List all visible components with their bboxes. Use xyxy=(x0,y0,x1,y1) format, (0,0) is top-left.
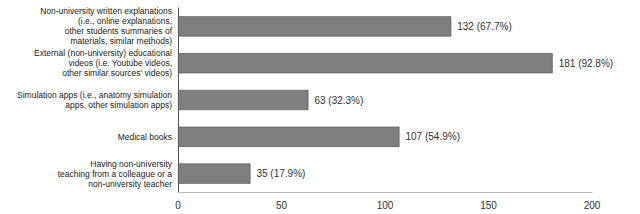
svg-text:External (non-university) educ: External (non-university) educational xyxy=(34,48,172,58)
svg-text:150: 150 xyxy=(480,200,497,211)
svg-text:Medical books: Medical books xyxy=(118,132,172,142)
svg-text:(i.e., online explanations,: (i.e., online explanations, xyxy=(78,16,172,26)
svg-text:Non-university written explana: Non-university written explanations xyxy=(40,6,172,16)
svg-text:apps, other simulation apps): apps, other simulation apps) xyxy=(65,100,172,110)
svg-text:Having non-university: Having non-university xyxy=(90,159,172,169)
svg-text:Simulation apps (i.e., anatomy: Simulation apps (i.e., anatomy simulatio… xyxy=(17,90,172,100)
svg-text:other similar sources' videos): other similar sources' videos) xyxy=(62,68,172,78)
svg-text:materials, similar methods): materials, similar methods) xyxy=(70,36,172,46)
svg-text:non-university teacher: non-university teacher xyxy=(88,179,172,189)
svg-text:132 (67.7%): 132 (67.7%) xyxy=(457,21,511,32)
svg-text:0: 0 xyxy=(175,200,181,211)
svg-text:35 (17.9%): 35 (17.9%) xyxy=(256,168,305,179)
svg-text:100: 100 xyxy=(377,200,394,211)
svg-text:107 (54.9%): 107 (54.9%) xyxy=(405,131,459,142)
svg-text:200: 200 xyxy=(584,200,601,211)
svg-text:63 (32.3%): 63 (32.3%) xyxy=(314,95,363,106)
svg-text:50: 50 xyxy=(276,200,288,211)
svg-text:181 (92.8%): 181 (92.8%) xyxy=(559,58,613,69)
svg-text:other students summaries of: other students summaries of xyxy=(65,26,173,36)
svg-text:videos (i.e. Youtube videos,: videos (i.e. Youtube videos, xyxy=(69,58,173,68)
svg-text:teaching from a colleague or a: teaching from a colleague or a xyxy=(58,169,173,179)
